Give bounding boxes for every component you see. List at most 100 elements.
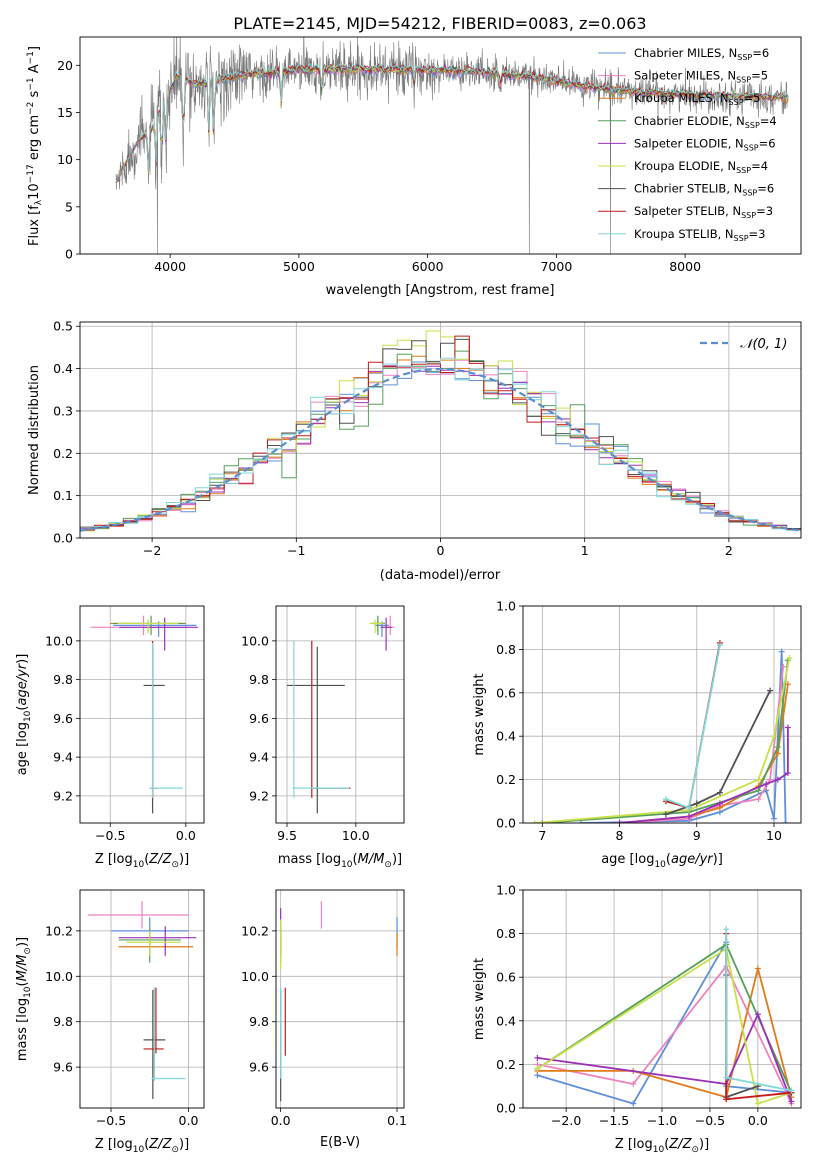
plot-area bbox=[80, 330, 801, 532]
x-tick-label: 10 bbox=[766, 828, 782, 843]
y-tick-label: 10 bbox=[57, 152, 73, 167]
y-tick-label: 9.2 bbox=[249, 788, 269, 803]
y-tick-label: 10.2 bbox=[45, 923, 73, 938]
axes-frame bbox=[79, 36, 802, 255]
y-tick-label: 1.0 bbox=[496, 599, 516, 614]
x-tick-label: −2 bbox=[143, 543, 161, 558]
x-tick-label: 8 bbox=[616, 828, 624, 843]
y-tick-label: 9.4 bbox=[249, 750, 269, 765]
x-axis-label: Z [log10(Z/Z⊙)] bbox=[615, 1137, 709, 1155]
y-tick-label: 0.5 bbox=[53, 319, 73, 334]
histogram-salpeter_miles bbox=[80, 359, 801, 531]
plot-area bbox=[534, 926, 795, 1107]
legend-label-chabrier_elodie: Chabrier ELODIE, NSSP=4 bbox=[634, 114, 777, 130]
x-tick-label: 7 bbox=[538, 828, 546, 843]
model-spectrum-kroupa_stelib bbox=[115, 62, 789, 183]
model-spectrum-salpeter_stelib bbox=[115, 61, 789, 183]
x-tick-label: 4000 bbox=[154, 259, 186, 274]
x-tick-label: −0.5 bbox=[695, 1113, 725, 1128]
x-tick-label: 0.0 bbox=[748, 1113, 768, 1128]
legend-label-normal: 𝒩(0, 1) bbox=[740, 337, 787, 352]
y-tick-label: 1.0 bbox=[496, 883, 516, 898]
y-tick-label: 0.4 bbox=[53, 361, 73, 376]
y-axis-label: mass weight bbox=[472, 958, 487, 1040]
axes-frame bbox=[79, 321, 802, 539]
x-tick-label: −0.5 bbox=[96, 1113, 126, 1128]
weight-line-chabrier_stelib bbox=[665, 690, 771, 816]
x-tick-label: 0.0 bbox=[179, 1113, 199, 1128]
y-tick-label: 9.8 bbox=[53, 1014, 73, 1029]
weight-line-kroupa_stelib bbox=[725, 929, 792, 1092]
y-tick-label: 0.8 bbox=[496, 642, 516, 657]
x-tick-label: 0.0 bbox=[176, 828, 196, 843]
legend-label-salpeter_elodie: Salpeter ELODIE, NSSP=6 bbox=[634, 136, 776, 152]
y-tick-label: 9.4 bbox=[53, 750, 73, 765]
x-tick-label: 5000 bbox=[283, 259, 315, 274]
y-tick-label: 9.8 bbox=[53, 672, 73, 687]
x-axis-label: age [log10(age/yr)] bbox=[601, 852, 723, 870]
x-tick-label: 0.0 bbox=[271, 1113, 291, 1128]
x-tick-label: −2.0 bbox=[551, 1113, 581, 1128]
weight-line-salpeter_elodie bbox=[619, 727, 789, 823]
weight-line-chabrier_miles bbox=[580, 651, 787, 823]
y-axis-label: Flux [fλ10−17 erg cm−2 s−1 A−1] bbox=[26, 46, 44, 246]
axes-frame bbox=[79, 889, 205, 1109]
weight-line-kroupa_stelib bbox=[665, 644, 721, 810]
axes-weight_vs_Z: −2.0 −1.5 −1.0 −0.5 0.0 0.0 0.2 0.4 0.6 0.8 1.0 Z [… bbox=[472, 883, 802, 1155]
plot-area bbox=[87, 901, 197, 1099]
axes-age_vs_mass: 9.5 10.0 9.2 9.4 9.6 9.8 10.0 mass [log10(M/M⊙)… bbox=[241, 605, 405, 870]
axes-frame bbox=[522, 605, 802, 824]
axes-frame bbox=[79, 605, 205, 824]
y-tick-label: 0.4 bbox=[496, 1013, 516, 1028]
x-axis-label: wavelength [Angstrom, rest frame] bbox=[326, 283, 555, 298]
y-tick-label: 10.2 bbox=[241, 923, 269, 938]
y-tick-label: 10.0 bbox=[45, 969, 73, 984]
y-axis-label: mass [log10(M/M⊙)] bbox=[15, 937, 33, 1061]
x-tick-label: 0 bbox=[437, 543, 445, 558]
x-tick-label: 2 bbox=[725, 543, 733, 558]
y-tick-label: 9.6 bbox=[53, 1060, 73, 1075]
y-axis-label: mass weight bbox=[472, 673, 487, 755]
y-tick-label: 5 bbox=[65, 199, 73, 214]
axes-weight_vs_age: 7 8 9 10 0.0 0.2 0.4 0.6 0.8 1.0 age [log10(age/yr… bbox=[472, 599, 802, 870]
axes-spectrum: 4000 5000 6000 7000 8000 0 5 10 15 20 Chabrier MIL… bbox=[26, 36, 802, 298]
x-tick-label: 9.5 bbox=[277, 828, 297, 843]
y-tick-label: 0.1 bbox=[53, 488, 73, 503]
y-tick-label: 0.0 bbox=[53, 531, 73, 546]
plot-area bbox=[531, 639, 793, 823]
x-tick-label: 9 bbox=[693, 828, 701, 843]
weight-line-salpeter_miles bbox=[537, 964, 793, 1104]
y-tick-label: 0.4 bbox=[496, 729, 516, 744]
histogram-chabrier_stelib bbox=[80, 338, 801, 529]
x-axis-label: mass [log10(M/M⊙)] bbox=[278, 852, 402, 870]
y-tick-label: 0.6 bbox=[496, 970, 516, 985]
plot-area bbox=[280, 901, 398, 1102]
legend-label-kroupa_stelib: Kroupa STELIB, NSSP=3 bbox=[634, 227, 765, 243]
y-tick-label: 10.0 bbox=[241, 969, 269, 984]
x-tick-label: −0.5 bbox=[95, 828, 125, 843]
x-axis-label: (data-model)/error bbox=[380, 568, 501, 583]
weight-line-salpeter_elodie bbox=[537, 1011, 793, 1102]
figure-title: PLATE=2145, MJD=54212, FIBERID=0083, z=0… bbox=[233, 14, 646, 33]
legend-label-chabrier_miles: Chabrier MILES, NSSP=6 bbox=[634, 46, 769, 62]
y-tick-label: 0.2 bbox=[496, 772, 516, 787]
axes-frame bbox=[275, 605, 405, 824]
x-tick-label: 0.1 bbox=[387, 1113, 407, 1128]
x-tick-label: −1.5 bbox=[599, 1113, 629, 1128]
legend-label-salpeter_miles: Salpeter MILES, NSSP=5 bbox=[634, 69, 768, 85]
y-tick-label: 0.8 bbox=[496, 926, 516, 941]
y-tick-label: 0 bbox=[65, 247, 73, 262]
x-tick-label: −1.0 bbox=[647, 1113, 677, 1128]
y-tick-label: 9.6 bbox=[249, 1060, 269, 1075]
y-tick-label: 9.8 bbox=[249, 1014, 269, 1029]
axes-mass_vs_ebv: 0.0 0.1 9.6 9.8 10.0 10.2 bbox=[241, 889, 407, 1128]
axes-frame bbox=[522, 889, 802, 1109]
x-tick-label: 8000 bbox=[669, 259, 701, 274]
x-tick-label: 1 bbox=[581, 543, 589, 558]
y-tick-label: 0.0 bbox=[496, 1101, 516, 1116]
y-tick-label: 20 bbox=[57, 58, 73, 73]
plot-area bbox=[115, 37, 789, 254]
x-tick-label: −1 bbox=[287, 543, 305, 558]
plot-area bbox=[90, 615, 198, 814]
